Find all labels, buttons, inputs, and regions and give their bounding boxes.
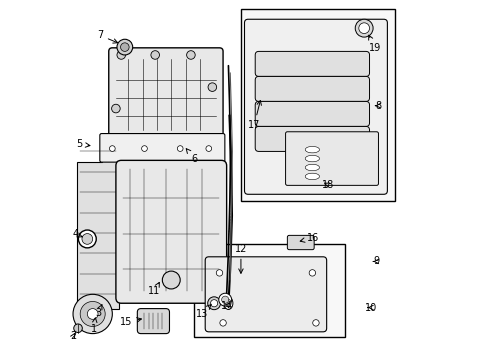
Circle shape: [354, 19, 372, 37]
Circle shape: [221, 296, 228, 303]
Circle shape: [312, 320, 319, 326]
Text: 3: 3: [95, 305, 102, 318]
Text: 16: 16: [300, 233, 319, 243]
Circle shape: [74, 324, 82, 333]
Ellipse shape: [305, 147, 319, 153]
FancyBboxPatch shape: [287, 235, 313, 249]
Circle shape: [216, 270, 222, 276]
Circle shape: [220, 320, 226, 326]
Text: 9: 9: [372, 256, 378, 266]
Circle shape: [177, 146, 183, 152]
Circle shape: [358, 23, 369, 33]
Circle shape: [121, 43, 129, 51]
Text: 8: 8: [375, 101, 381, 111]
Text: 12: 12: [234, 244, 246, 273]
Ellipse shape: [305, 156, 319, 162]
FancyBboxPatch shape: [255, 76, 369, 102]
FancyBboxPatch shape: [255, 126, 369, 152]
Circle shape: [109, 146, 115, 152]
Circle shape: [73, 294, 112, 334]
Text: 6: 6: [186, 149, 197, 163]
Circle shape: [117, 51, 125, 59]
Bar: [194, 244, 344, 337]
Circle shape: [117, 39, 132, 55]
Text: 13: 13: [195, 304, 211, 319]
Circle shape: [142, 146, 147, 152]
Circle shape: [151, 51, 159, 59]
Circle shape: [186, 51, 195, 59]
FancyBboxPatch shape: [100, 134, 224, 162]
Circle shape: [162, 271, 180, 289]
Bar: [241, 9, 394, 202]
Ellipse shape: [305, 173, 319, 180]
Text: 1: 1: [90, 318, 97, 334]
FancyBboxPatch shape: [255, 51, 369, 76]
Text: 14: 14: [221, 301, 233, 311]
Text: 2: 2: [70, 332, 76, 342]
FancyBboxPatch shape: [244, 19, 386, 194]
Circle shape: [87, 309, 98, 319]
Text: 15: 15: [120, 317, 141, 327]
Circle shape: [82, 234, 93, 244]
Circle shape: [210, 300, 217, 307]
Text: 17: 17: [247, 100, 261, 130]
FancyBboxPatch shape: [285, 132, 378, 185]
FancyBboxPatch shape: [137, 309, 169, 334]
Text: 5: 5: [76, 139, 90, 149]
FancyBboxPatch shape: [205, 257, 326, 332]
Text: 18: 18: [322, 180, 334, 190]
Text: 4: 4: [73, 229, 82, 239]
Ellipse shape: [224, 297, 232, 310]
Circle shape: [205, 146, 211, 152]
Circle shape: [111, 104, 120, 113]
FancyBboxPatch shape: [116, 160, 226, 303]
Text: 10: 10: [364, 302, 376, 312]
Text: 11: 11: [148, 282, 160, 296]
Ellipse shape: [305, 164, 319, 171]
Circle shape: [218, 293, 231, 306]
Polygon shape: [77, 137, 119, 309]
Circle shape: [80, 301, 105, 327]
Circle shape: [308, 270, 315, 276]
Circle shape: [207, 297, 220, 310]
Circle shape: [207, 83, 216, 91]
Text: 19: 19: [368, 35, 380, 53]
FancyBboxPatch shape: [108, 48, 223, 141]
Circle shape: [78, 230, 96, 248]
Text: 7: 7: [97, 30, 118, 43]
Ellipse shape: [225, 299, 231, 307]
FancyBboxPatch shape: [255, 102, 369, 126]
